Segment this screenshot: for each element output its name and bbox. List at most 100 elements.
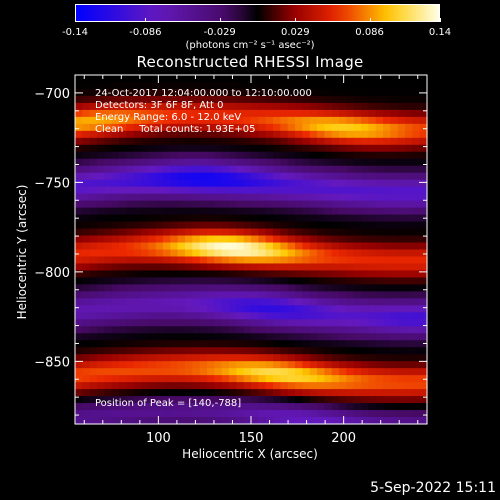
heatmap-cell — [82, 221, 91, 230]
heatmap-cell — [185, 270, 193, 279]
heatmap-cell — [309, 102, 318, 111]
heatmap-cell — [75, 368, 83, 376]
heatmap-cell — [148, 95, 157, 104]
heatmap-cell — [75, 221, 83, 230]
heatmap-cell — [375, 172, 384, 181]
heatmap-cell — [229, 347, 237, 355]
heatmap-cell — [126, 347, 135, 355]
heatmap-cell — [375, 354, 384, 362]
heatmap-cell — [185, 340, 193, 348]
heatmap-cell — [141, 417, 149, 425]
heatmap-cell — [412, 88, 421, 97]
heatmap-cell — [368, 389, 377, 397]
heatmap-cell — [390, 410, 399, 418]
heatmap-cell — [214, 347, 223, 355]
heatmap-cell — [148, 75, 157, 83]
heatmap-cell — [375, 333, 384, 341]
heatmap-cell — [111, 186, 120, 195]
heatmap-cell — [361, 326, 369, 334]
heatmap-cell — [265, 312, 274, 320]
heatmap-cell — [405, 291, 413, 299]
heatmap-cell — [141, 179, 149, 188]
heatmap-cell — [170, 333, 179, 341]
heatmap-cell — [133, 144, 142, 153]
heatmap-cell — [141, 389, 149, 397]
heatmap-cell — [273, 235, 281, 244]
heatmap-cell — [119, 361, 127, 369]
heatmap-cell — [331, 284, 340, 292]
heatmap-cell — [207, 151, 215, 160]
heatmap-cell — [287, 326, 296, 334]
heatmap-cell — [89, 326, 98, 334]
heatmap-cell — [353, 396, 362, 404]
heatmap-cell — [163, 333, 171, 341]
heatmap-cell — [390, 137, 399, 146]
heatmap-cell — [302, 221, 311, 230]
heatmap-cell — [119, 144, 127, 153]
heatmap-cell — [148, 284, 157, 292]
heatmap-cell — [82, 368, 91, 376]
heatmap-cell — [82, 340, 91, 348]
heatmap-cell — [141, 193, 149, 202]
heatmap-cell — [368, 291, 377, 299]
heatmap-cell — [126, 186, 135, 195]
heatmap-cell — [104, 263, 113, 272]
heatmap-cell — [155, 403, 164, 411]
heatmap-cell — [163, 81, 171, 90]
heatmap-cell — [199, 347, 208, 355]
heatmap-cell — [295, 151, 303, 160]
heatmap-cell — [280, 389, 289, 397]
heatmap-cell — [295, 102, 303, 111]
heatmap-cell — [243, 186, 252, 195]
heatmap-cell — [82, 361, 91, 369]
heatmap-cell — [258, 361, 267, 369]
heatmap-cell — [236, 410, 245, 418]
heatmap-cell — [236, 368, 245, 376]
heatmap-cell — [236, 200, 245, 209]
heatmap-cell — [419, 242, 428, 251]
heatmap-cell — [199, 249, 208, 258]
heatmap-cell — [331, 102, 340, 111]
heatmap-cell — [287, 291, 296, 299]
heatmap-cell — [199, 256, 208, 265]
heatmap-cell — [75, 382, 83, 390]
heatmap-cell — [170, 284, 179, 292]
heatmap-cell — [221, 298, 230, 306]
heatmap-cell — [331, 200, 340, 209]
heatmap-cell — [207, 333, 215, 341]
heatmap-cell — [258, 75, 267, 83]
heatmap-cell — [390, 81, 399, 90]
heatmap-cell — [104, 214, 113, 223]
heatmap-cell — [346, 375, 355, 383]
heatmap-cell — [126, 235, 135, 244]
heatmap-cell — [97, 179, 105, 188]
heatmap-cell — [353, 102, 362, 111]
heatmap-cell — [309, 403, 318, 411]
heatmap-cell — [89, 130, 98, 139]
heatmap-cell — [309, 214, 318, 223]
heatmap-cell — [170, 158, 179, 167]
heatmap-cell — [207, 291, 215, 299]
heatmap-cell — [75, 235, 83, 244]
heatmap-cell — [243, 158, 252, 167]
heatmap-cell — [126, 368, 135, 376]
heatmap-cell — [221, 172, 230, 181]
heatmap-cell — [243, 242, 252, 251]
heatmap-cell — [390, 340, 399, 348]
heatmap-cell — [287, 221, 296, 230]
date-stamp: 5-Sep-2022 15:11 — [370, 480, 496, 496]
heatmap-cell — [111, 158, 120, 167]
heatmap-cell — [375, 277, 384, 285]
heatmap-cell — [177, 75, 186, 83]
heatmap-cell — [419, 305, 428, 313]
heatmap-cell — [390, 270, 399, 279]
heatmap-cell — [273, 193, 281, 202]
heatmap-cell — [390, 417, 399, 425]
heatmap-cell — [324, 151, 333, 160]
heatmap-cell — [163, 179, 171, 188]
heatmap-cell — [111, 312, 120, 320]
heatmap-cell — [412, 291, 421, 299]
heatmap-cell — [192, 179, 201, 188]
heatmap-cell — [397, 312, 406, 320]
heatmap-cell — [295, 172, 303, 181]
